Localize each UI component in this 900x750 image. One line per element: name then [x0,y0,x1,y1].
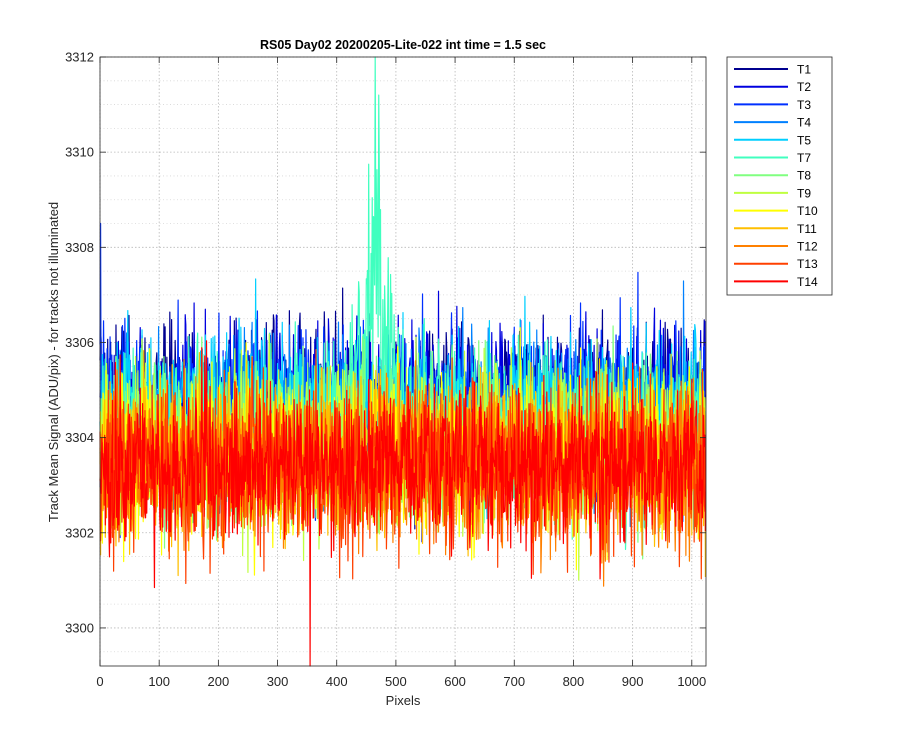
x-tick-label: 900 [622,674,644,689]
y-tick-label: 3302 [65,525,94,540]
x-axis-label: Pixels [386,693,421,708]
legend-label-t13: T13 [797,257,818,271]
legend-label-t8: T8 [797,169,811,183]
x-tick-label: 700 [503,674,525,689]
x-tick-label: 100 [148,674,170,689]
legend-label-t10: T10 [797,204,818,218]
legend-label-t14: T14 [797,275,818,289]
legend-label-t7: T7 [797,151,811,165]
x-tick-label: 0 [96,674,103,689]
chart-title: RS05 Day02 20200205-Lite-022 int time = … [260,38,546,52]
y-tick-label: 3308 [65,240,94,255]
legend-label-t4: T4 [797,116,811,130]
y-tick-label: 3304 [65,430,94,445]
y-tick-label: 3300 [65,620,94,635]
x-tick-label: 1000 [677,674,706,689]
plot-area-frame [99,56,707,667]
y-axis-label: Track Mean Signal (ADU/pix) - for tracks… [46,202,61,522]
legend-label-t1: T1 [797,63,811,77]
legend-label-t11: T11 [797,222,817,236]
x-tick-label: 200 [208,674,230,689]
legend-label-t9: T9 [797,186,811,200]
x-tick-label: 400 [326,674,348,689]
x-tick-label: 800 [563,674,585,689]
y-tick-label: 3306 [65,335,94,350]
legend: T1 T2 T3 T4 T5 T7 T8 T9 T10 T11 T12 T13 T14 [726,56,833,296]
legend-label-t2: T2 [797,80,811,94]
legend-label-t3: T3 [797,98,811,112]
x-tick-label: 300 [267,674,289,689]
axis-ticks: 0 100 200 300 400 500 600 700 800 900 1000 3300 3302… [65,50,706,690]
series-line-t14 [99,340,707,667]
y-tick-label: 3310 [65,145,94,160]
x-tick-label: 600 [444,674,466,689]
plot-series [99,56,707,667]
y-tick-label: 3312 [65,50,94,65]
legend-label-t5: T5 [797,133,811,147]
legend-label-t12: T12 [797,240,818,254]
x-tick-label: 500 [385,674,407,689]
